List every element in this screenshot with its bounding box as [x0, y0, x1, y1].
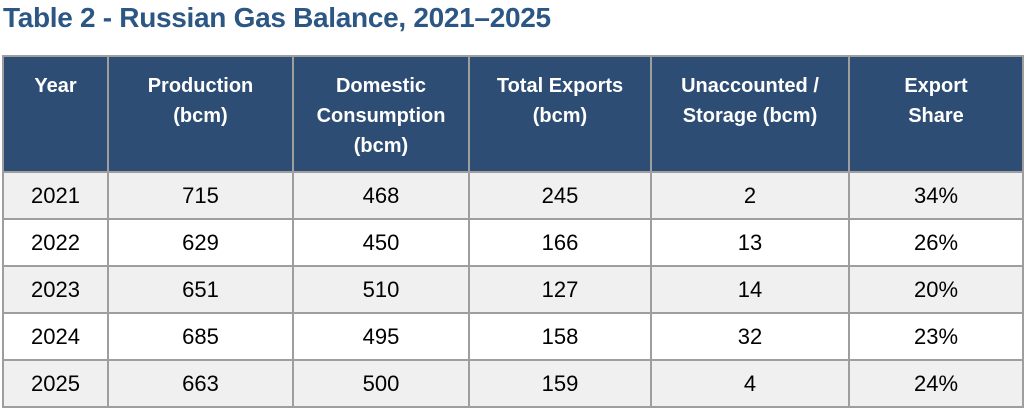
cell-domestic-consumption: 495	[292, 312, 470, 361]
cell-export-share: 23%	[848, 312, 1024, 361]
cell-total-exports: 245	[468, 171, 652, 220]
cell-year: 2025	[2, 359, 109, 408]
cell-production: 651	[107, 265, 294, 314]
cell-total-exports: 166	[468, 218, 652, 267]
cell-year: 2023	[2, 265, 109, 314]
table-row-2022: 2022 629 450 166 13 26%	[2, 218, 1024, 267]
page-title: Table 2 - Russian Gas Balance, 2021–2025	[3, 2, 551, 33]
cell-unaccounted-storage: 32	[650, 312, 850, 361]
table-header: Year Production (bcm) Domestic Consumpti…	[2, 55, 1024, 173]
cell-unaccounted-storage: 13	[650, 218, 850, 267]
cell-unaccounted-storage: 2	[650, 171, 850, 220]
cell-production: 629	[107, 218, 294, 267]
cell-export-share: 24%	[848, 359, 1024, 408]
cell-domestic-consumption: 450	[292, 218, 470, 267]
header-row: Year Production (bcm) Domestic Consumpti…	[2, 55, 1024, 173]
cell-production: 685	[107, 312, 294, 361]
column-header-domestic-consumption: Domestic Consumption (bcm)	[292, 55, 470, 173]
cell-year: 2022	[2, 218, 109, 267]
table-row-2021: 2021 715 468 245 2 34%	[2, 171, 1024, 220]
table-row-2024: 2024 685 495 158 32 23%	[2, 312, 1024, 361]
table-body: 2021 715 468 245 2 34% 2022 629 450 166 …	[2, 171, 1024, 408]
cell-export-share: 26%	[848, 218, 1024, 267]
cell-domestic-consumption: 500	[292, 359, 470, 408]
cell-year: 2021	[2, 171, 109, 220]
cell-export-share: 20%	[848, 265, 1024, 314]
cell-production: 663	[107, 359, 294, 408]
gas-balance-table: Year Production (bcm) Domestic Consumpti…	[2, 55, 1024, 408]
cell-total-exports: 158	[468, 312, 652, 361]
cell-unaccounted-storage: 4	[650, 359, 850, 408]
column-header-year: Year	[2, 55, 109, 173]
cell-domestic-consumption: 510	[292, 265, 470, 314]
cell-total-exports: 159	[468, 359, 652, 408]
table-row-2025: 2025 663 500 159 4 24%	[2, 359, 1024, 408]
cell-total-exports: 127	[468, 265, 652, 314]
column-header-unaccounted-storage: Unaccounted / Storage (bcm)	[650, 55, 850, 173]
column-header-production: Production (bcm)	[107, 55, 294, 173]
column-header-total-exports: Total Exports (bcm)	[468, 55, 652, 173]
table-row-2023: 2023 651 510 127 14 20%	[2, 265, 1024, 314]
column-header-export-share: Export Share	[848, 55, 1024, 173]
cell-unaccounted-storage: 14	[650, 265, 850, 314]
cell-domestic-consumption: 468	[292, 171, 470, 220]
cell-year: 2024	[2, 312, 109, 361]
cell-production: 715	[107, 171, 294, 220]
cell-export-share: 34%	[848, 171, 1024, 220]
